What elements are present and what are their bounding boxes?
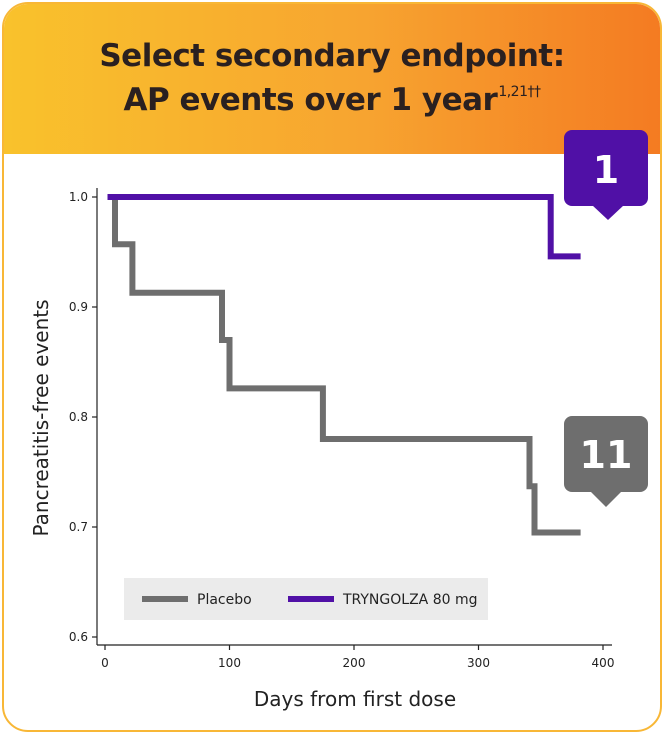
header-title-line1: Select secondary endpoint:: [99, 38, 565, 74]
legend-label-placebo: Placebo: [197, 592, 252, 608]
x-axis-label: Days from first dose: [254, 687, 456, 711]
y-tick-label: 0.8: [69, 410, 88, 424]
tryngolza-callout-pointer: [592, 205, 624, 220]
placebo-callout-pointer: [590, 491, 622, 507]
card-header: Select secondary endpoint: AP events ove…: [4, 4, 660, 154]
placebo-callout-box: [564, 416, 648, 492]
tryngolza-event-count: 1: [593, 148, 619, 192]
x-tick-label: 200: [343, 656, 366, 670]
header-title-line2: AP events over 1 year1,21††: [4, 82, 660, 118]
header-title-line2-text: AP events over 1 year: [123, 82, 498, 118]
y-tick-label: 0.7: [69, 520, 88, 534]
y-axis-label: Pancreatitis-free events: [29, 299, 53, 536]
legend-label-tryngolza: TRYNGOLZA 80 mg: [342, 592, 477, 608]
y-ticks: 0.6 0.7 0.8 0.9 1.0: [69, 190, 97, 644]
x-tick-label: 400: [592, 656, 615, 670]
endpoint-card: Select secondary endpoint: AP events ove…: [2, 2, 662, 732]
legend: Placebo TRYNGOLZA 80 mg: [124, 578, 488, 620]
placebo-event-callout: 11: [564, 416, 648, 507]
y-tick-label: 0.9: [69, 300, 88, 314]
placebo-event-count: 11: [580, 433, 633, 477]
tryngolza-event-callout: 1: [564, 130, 648, 220]
placebo-survival-line: [107, 194, 581, 536]
y-tick-label: 1.0: [69, 190, 88, 204]
series-group: [107, 194, 581, 536]
x-ticks: 0 100 200 300 400: [101, 645, 614, 670]
x-tick-label: 100: [218, 656, 241, 670]
x-tick-label: 300: [467, 656, 490, 670]
tryngolza-survival-line: [107, 194, 581, 260]
x-tick-label: 0: [101, 656, 109, 670]
header-footnote-ref: 1,21††: [498, 84, 541, 100]
tryngolza-callout-box: [564, 130, 648, 206]
y-tick-label: 0.6: [69, 630, 88, 644]
